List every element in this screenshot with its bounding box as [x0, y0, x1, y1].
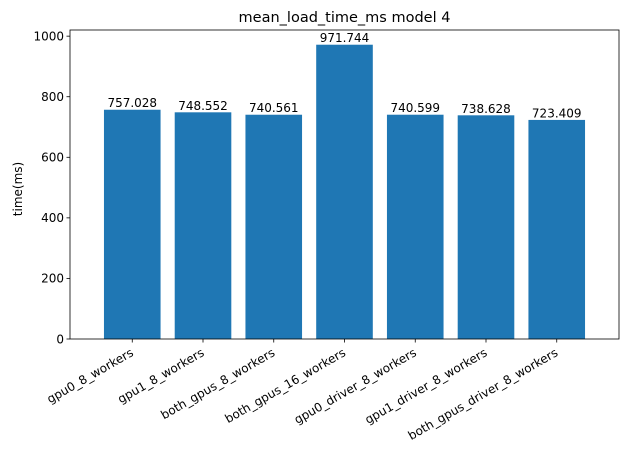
- plot-area: 757.028 748.552 740.561 971.744 740.599 738.6…: [33, 29, 620, 443]
- bar-value-label: 740.599: [390, 101, 440, 115]
- bar: [316, 44, 373, 340]
- bar-value-label: 740.561: [249, 101, 299, 115]
- bar: [245, 114, 303, 339]
- bar-value-label: 738.628: [461, 102, 511, 116]
- y-tick-label: 600: [41, 151, 64, 165]
- y-axis-title: time(ms): [11, 162, 25, 216]
- bar-value-label: 748.552: [178, 99, 228, 113]
- y-tick-label: 200: [41, 272, 64, 286]
- bar-value-label: 971.744: [320, 31, 370, 45]
- bar-value-label: 757.028: [107, 96, 157, 110]
- bar-value-label: 723.409: [532, 106, 582, 120]
- chart-title: mean_load_time_ms model 4: [239, 10, 451, 26]
- bar: [103, 109, 161, 340]
- y-tick-label: 400: [41, 211, 64, 225]
- bar: [457, 115, 515, 339]
- y-tick-label: 0: [56, 332, 64, 346]
- bar: [174, 112, 232, 339]
- y-tick-label: 800: [41, 90, 64, 104]
- y-tick-label: 1000: [33, 29, 64, 43]
- axes-frame: [69, 29, 620, 340]
- bar: [528, 119, 586, 339]
- bar: [386, 114, 444, 340]
